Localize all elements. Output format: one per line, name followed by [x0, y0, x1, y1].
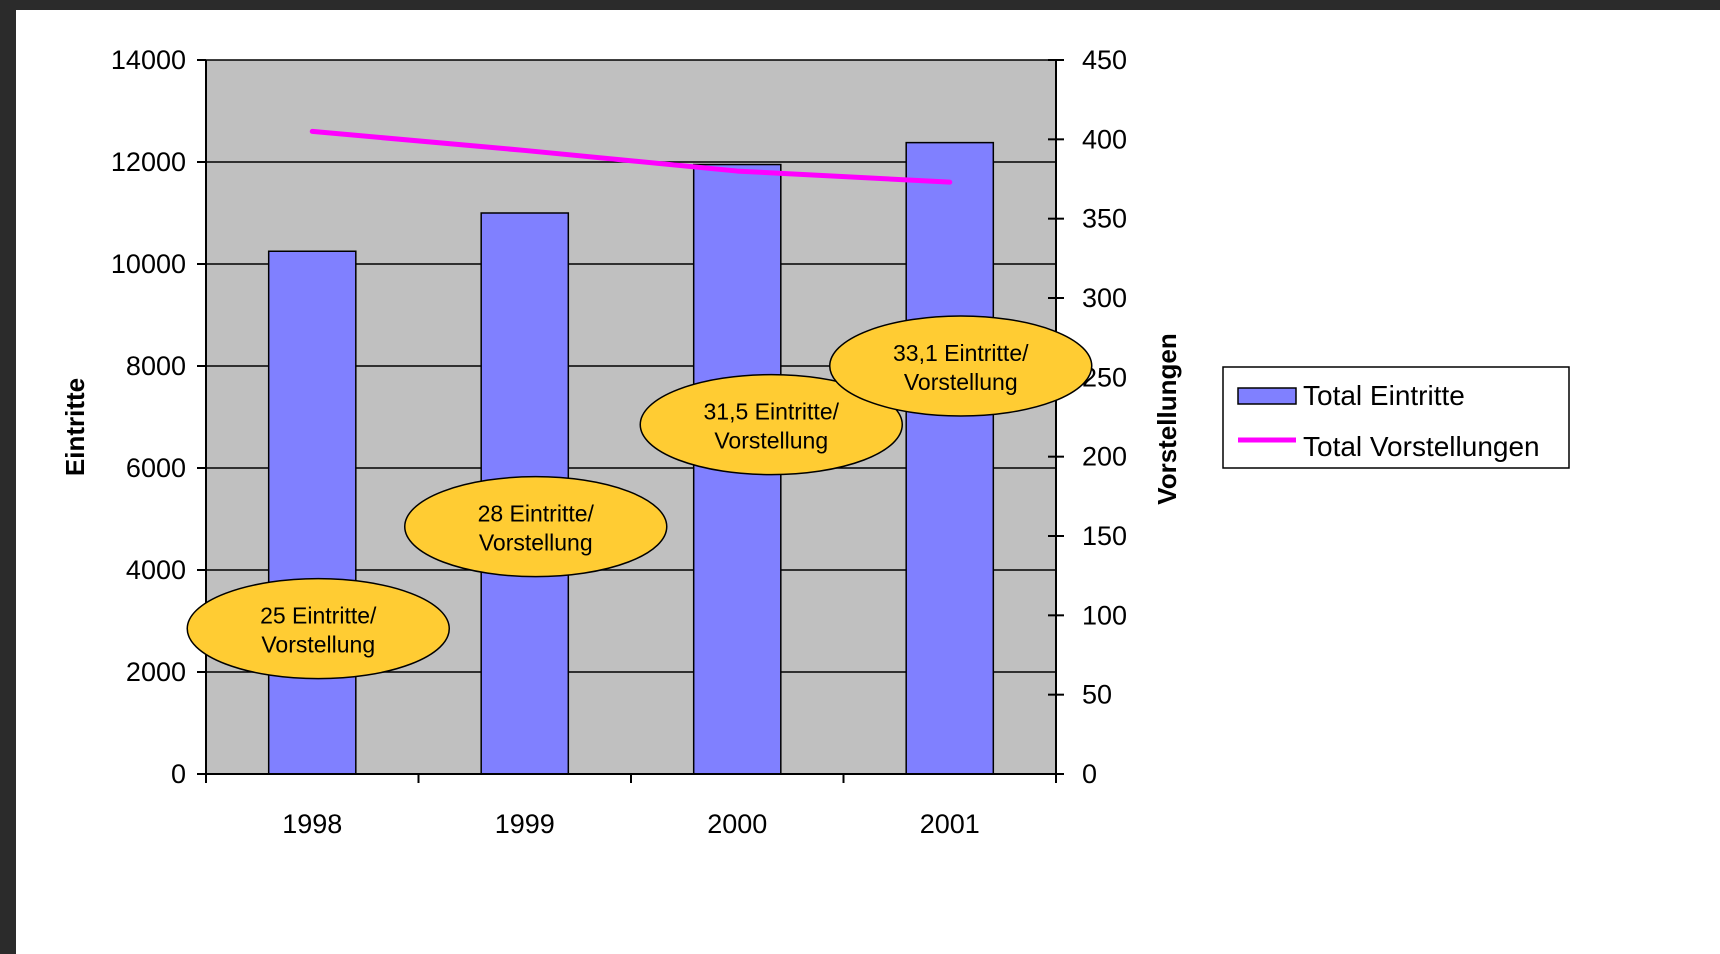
annotation-line1: 31,5 Eintritte/ — [703, 399, 839, 425]
bar-1998[interactable] — [267, 250, 357, 775]
x-tick-label-2000: 2000 — [707, 809, 767, 839]
y-tick-label-left: 14000 — [111, 45, 186, 75]
y-tick-label-right: 0 — [1082, 759, 1097, 789]
y-tick-label-right: 150 — [1082, 521, 1127, 551]
y-tick-label-right: 100 — [1082, 600, 1127, 630]
y-tick-label-left: 4000 — [126, 555, 186, 585]
legend-swatch-bar — [1237, 387, 1297, 405]
annotation-bubble-1998 — [186, 577, 450, 680]
annotation-line1: 25 Eintritte/ — [260, 603, 377, 629]
y-tick-label-left: 12000 — [111, 147, 186, 177]
y-tick-label-right: 200 — [1082, 442, 1127, 472]
annotation-line1: 33,1 Eintritte/ — [893, 340, 1029, 366]
y-tick-label-left: 2000 — [126, 657, 186, 687]
x-tick-label-1999: 1999 — [495, 809, 555, 839]
y-axis-title-left: Eintritte — [60, 378, 90, 476]
y-tick-label-right: 50 — [1082, 680, 1112, 710]
legend-label-total-vorstellungen: Total Vorstellungen — [1303, 431, 1540, 462]
bar-2001[interactable] — [905, 141, 995, 775]
y-tick-label-right: 350 — [1082, 204, 1127, 234]
line-total-vorstellungen[interactable] — [309, 128, 953, 185]
chart-area: 0 2000 4000 6000 8000 10000 12000 14000 0 50 100 15… — [16, 10, 1720, 954]
x-tick-label-1998: 1998 — [282, 809, 342, 839]
y-tick-label-right: 400 — [1082, 124, 1127, 154]
y-tick-label-right: 300 — [1082, 283, 1127, 313]
annotation-line1: 28 Eintritte/ — [478, 501, 595, 527]
legend-label-total-eintritte: Total Eintritte — [1303, 380, 1465, 411]
annotation-bubble-2000 — [639, 373, 903, 476]
y-tick-label-left: 10000 — [111, 249, 186, 279]
x-tick-label-2001: 2001 — [920, 809, 980, 839]
y-tick-label-left: 8000 — [126, 351, 186, 381]
annotation-line2: Vorstellung — [904, 369, 1018, 395]
legend — [1222, 366, 1570, 469]
y-tick-label-right: 450 — [1082, 45, 1127, 75]
y-tick-label-left: 0 — [171, 759, 186, 789]
y-tick-label-left: 6000 — [126, 453, 186, 483]
annotation-bubble-2001 — [829, 315, 1093, 417]
annotation-line2: Vorstellung — [261, 632, 375, 658]
combo-chart: 0 2000 4000 6000 8000 10000 12000 14000 0 50 100 15… — [60, 45, 1570, 839]
annotation-line2: Vorstellung — [479, 530, 593, 556]
y-axis-title-right: Vorstellungen — [1152, 333, 1182, 504]
annotation-bubble-1999 — [404, 475, 668, 578]
annotation-line2: Vorstellung — [714, 428, 828, 454]
